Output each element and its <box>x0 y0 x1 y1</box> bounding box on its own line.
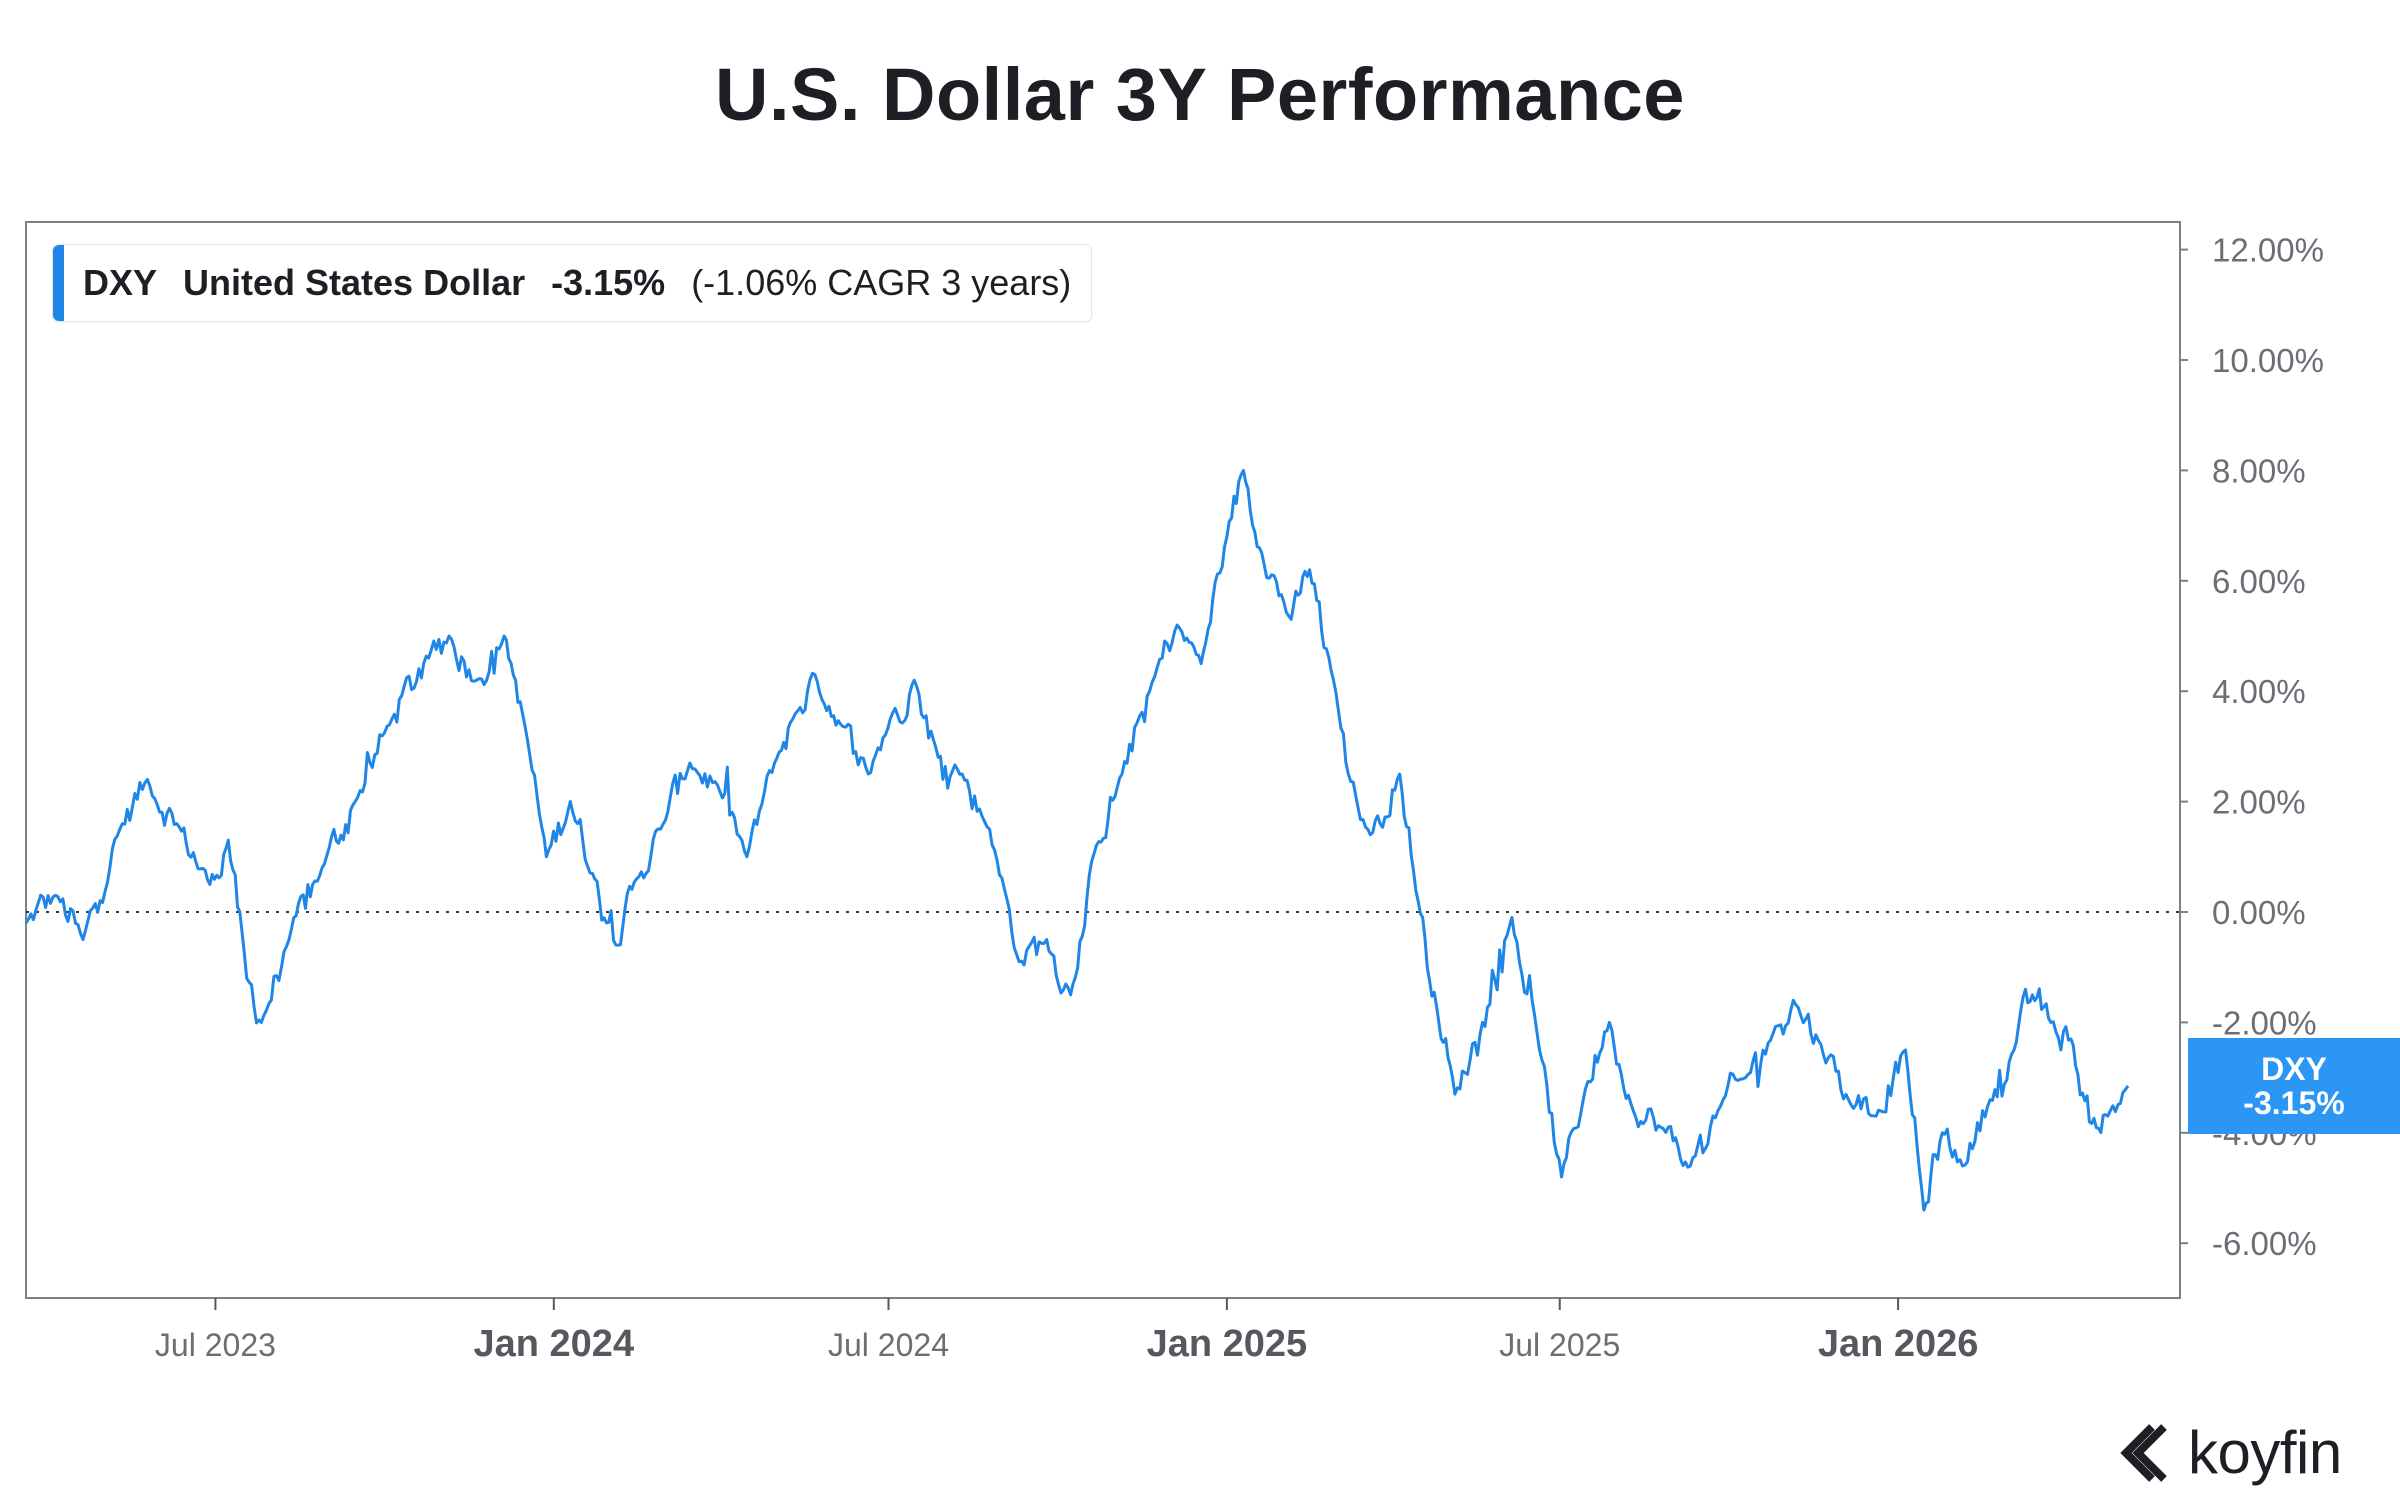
last-value-ticker: DXY <box>2261 1051 2327 1087</box>
x-tick-label: Jan 2025 <box>1147 1323 1308 1365</box>
y-tick-label: 2.00% <box>2212 784 2306 821</box>
x-tick-label: Jul 2023 <box>155 1327 276 1363</box>
series-legend[interactable]: DXY United States Dollar -3.15% (-1.06% … <box>52 244 1093 322</box>
legend-name: United States Dollar <box>183 262 526 303</box>
chart-title: U.S. Dollar 3Y Performance <box>715 53 1685 136</box>
y-tick-label: 10.00% <box>2212 342 2324 379</box>
y-tick-label: -6.00% <box>2212 1225 2317 1262</box>
legend-color-marker <box>53 245 64 321</box>
legend-ticker: DXY <box>83 262 158 303</box>
legend-change: -3.15% <box>551 262 666 303</box>
plot-frame <box>25 221 2181 1299</box>
x-tick-label: Jul 2024 <box>828 1327 949 1363</box>
y-tick-label: 12.00% <box>2212 232 2324 269</box>
koyfin-logo: koyfin <box>2118 1418 2342 1487</box>
y-tick-label: -2.00% <box>2212 1004 2317 1041</box>
x-axis: Jul 2023 Jan 2024 Jul 2024 Jan 2025 Jul 2025… <box>155 1298 1978 1365</box>
x-tick-label: Jan 2026 <box>1818 1323 1979 1365</box>
y-tick-label: 4.00% <box>2212 673 2306 710</box>
y-axis: 12.00% 10.00% 8.00% 6.00% 4.00% 2.00% 0.00% -2.… <box>2180 232 2324 1262</box>
y-tick-label: 6.00% <box>2212 563 2306 600</box>
y-tick-label: 8.00% <box>2212 452 2306 489</box>
y-tick-label: 0.00% <box>2212 894 2306 931</box>
koyfin-wordmark: koyfin <box>2188 1419 2342 1486</box>
x-tick-label: Jan 2024 <box>474 1323 635 1365</box>
last-value-number: -3.15% <box>2243 1085 2345 1121</box>
last-value-tag: DXY -3.15% <box>2188 1038 2400 1134</box>
dxy-series-line[interactable] <box>24 468 2130 1212</box>
x-tick-label: Jul 2025 <box>1499 1327 1620 1363</box>
legend-cagr: (-1.06% CAGR 3 years) <box>691 262 1072 303</box>
koyfin-logo-icon <box>2120 1423 2167 1482</box>
